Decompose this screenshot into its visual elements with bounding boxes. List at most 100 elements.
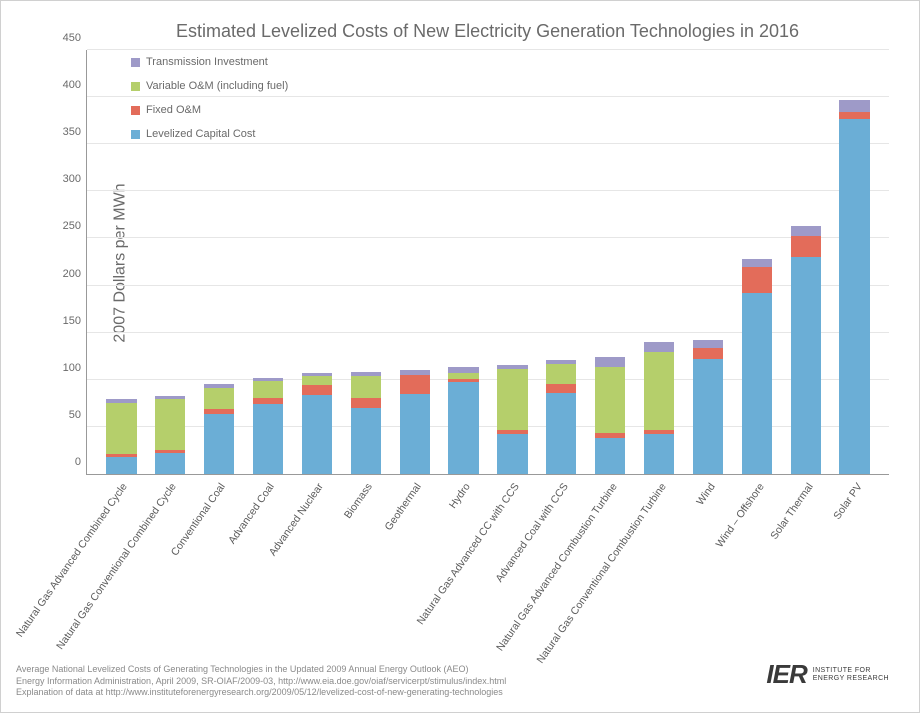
footer-line3: Explanation of data at http://www.instit…	[16, 687, 506, 698]
bar-segment-fixed_om	[400, 375, 430, 394]
bar-segment-var_om	[644, 352, 674, 429]
legend-label: Fixed O&M	[146, 104, 201, 116]
bar-column	[439, 50, 488, 474]
stacked-bar	[155, 396, 185, 474]
bar-segment-capital	[155, 453, 185, 474]
stacked-bar	[253, 378, 283, 474]
bar-segment-capital	[546, 393, 576, 474]
stacked-bar	[791, 226, 821, 474]
bar-segment-capital	[448, 382, 478, 474]
stacked-bar	[204, 384, 234, 474]
y-tick: 300	[63, 173, 87, 185]
bar-segment-var_om	[546, 364, 576, 385]
stacked-bar	[400, 370, 430, 474]
stacked-bar	[106, 399, 136, 474]
bar-column	[684, 50, 733, 474]
bar-segment-fixed_om	[742, 267, 772, 293]
y-tick: 450	[63, 32, 87, 44]
footer-line2: Energy Information Administration, April…	[16, 676, 506, 687]
bar-segment-var_om	[204, 388, 234, 409]
x-label: Biomass	[342, 481, 375, 521]
x-label: Wind – Offshore	[713, 481, 766, 550]
bar-segment-capital	[106, 457, 136, 474]
bar-segment-var_om	[595, 367, 625, 433]
stacked-bar	[742, 259, 772, 474]
x-label: Geothermal	[383, 481, 424, 533]
x-labels: Natural Gas Advanced Combined CycleNatur…	[86, 475, 889, 630]
y-tick: 400	[63, 79, 87, 91]
legend-label: Variable O&M (including fuel)	[146, 80, 288, 92]
bar-segment-fixed_om	[839, 112, 869, 119]
bar-segment-capital	[791, 257, 821, 474]
bar-column	[390, 50, 439, 474]
stacked-bar	[839, 100, 869, 474]
stacked-bar	[693, 340, 723, 474]
bar-segment-capital	[497, 434, 527, 474]
bar-segment-transmission	[791, 226, 821, 236]
bar-segment-var_om	[253, 381, 283, 398]
logo-text: INSTITUTE FOR ENERGY RESEARCH	[813, 667, 889, 682]
y-tick: 100	[63, 362, 87, 374]
bar-segment-transmission	[644, 342, 674, 352]
legend-swatch	[131, 130, 140, 139]
x-label: Advanced Nuclear	[267, 481, 326, 558]
x-label: Conventional Coal	[169, 481, 228, 558]
legend-item: Variable O&M (including fuel)	[131, 80, 288, 92]
legend-swatch	[131, 106, 140, 115]
bar-segment-transmission	[595, 357, 625, 367]
x-label: Wind	[694, 481, 718, 507]
bar-segment-fixed_om	[351, 398, 381, 407]
bar-segment-fixed_om	[546, 384, 576, 393]
bar-segment-capital	[644, 434, 674, 474]
bar-segment-fixed_om	[693, 348, 723, 358]
bar-segment-capital	[400, 394, 430, 474]
stacked-bar	[595, 357, 625, 474]
bar-column	[488, 50, 537, 474]
y-tick: 150	[63, 315, 87, 327]
legend: Transmission Investment Variable O&M (inc…	[131, 56, 288, 152]
y-tick: 50	[69, 409, 87, 421]
stacked-bar	[351, 372, 381, 474]
logo: IER INSTITUTE FOR ENERGY RESEARCH	[766, 659, 889, 690]
bar-segment-var_om	[497, 369, 527, 429]
bar-segment-capital	[693, 359, 723, 474]
bar-segment-transmission	[839, 100, 869, 112]
bar-segment-fixed_om	[302, 385, 332, 394]
bar-segment-capital	[351, 408, 381, 474]
bar-segment-capital	[204, 414, 234, 474]
bar-segment-var_om	[106, 403, 136, 454]
bar-segment-transmission	[742, 259, 772, 268]
bar-segment-capital	[595, 438, 625, 474]
legend-item: Fixed O&M	[131, 104, 288, 116]
x-label: Solar Thermal	[768, 481, 816, 542]
bar-column	[537, 50, 586, 474]
x-label: Hydro	[447, 481, 473, 511]
bar-column	[635, 50, 684, 474]
bar-column	[732, 50, 781, 474]
bar-segment-transmission	[693, 340, 723, 349]
bar-segment-capital	[253, 404, 283, 474]
chart-title: Estimated Levelized Costs of New Electri…	[76, 21, 899, 42]
y-tick: 350	[63, 126, 87, 138]
y-tick: 0	[75, 456, 87, 468]
legend-label: Levelized Capital Cost	[146, 128, 255, 140]
x-label: Natural Gas Advanced CC with CCS	[415, 481, 522, 627]
legend-item: Levelized Capital Cost	[131, 128, 288, 140]
stacked-bar	[497, 365, 527, 474]
bar-segment-var_om	[302, 376, 332, 385]
bar-segment-capital	[839, 119, 869, 474]
x-label: Solar PV	[831, 481, 865, 522]
y-tick: 250	[63, 220, 87, 232]
bar-column	[586, 50, 635, 474]
y-tick: 200	[63, 268, 87, 280]
bar-segment-var_om	[351, 376, 381, 399]
legend-item: Transmission Investment	[131, 56, 288, 68]
legend-swatch	[131, 82, 140, 91]
stacked-bar	[546, 360, 576, 474]
footer-line1: Average National Levelized Costs of Gene…	[16, 664, 506, 675]
bar-column	[781, 50, 830, 474]
x-label: Advanced Coal	[226, 481, 277, 546]
legend-label: Transmission Investment	[146, 56, 268, 68]
bar-segment-capital	[302, 395, 332, 474]
stacked-bar	[448, 367, 478, 474]
